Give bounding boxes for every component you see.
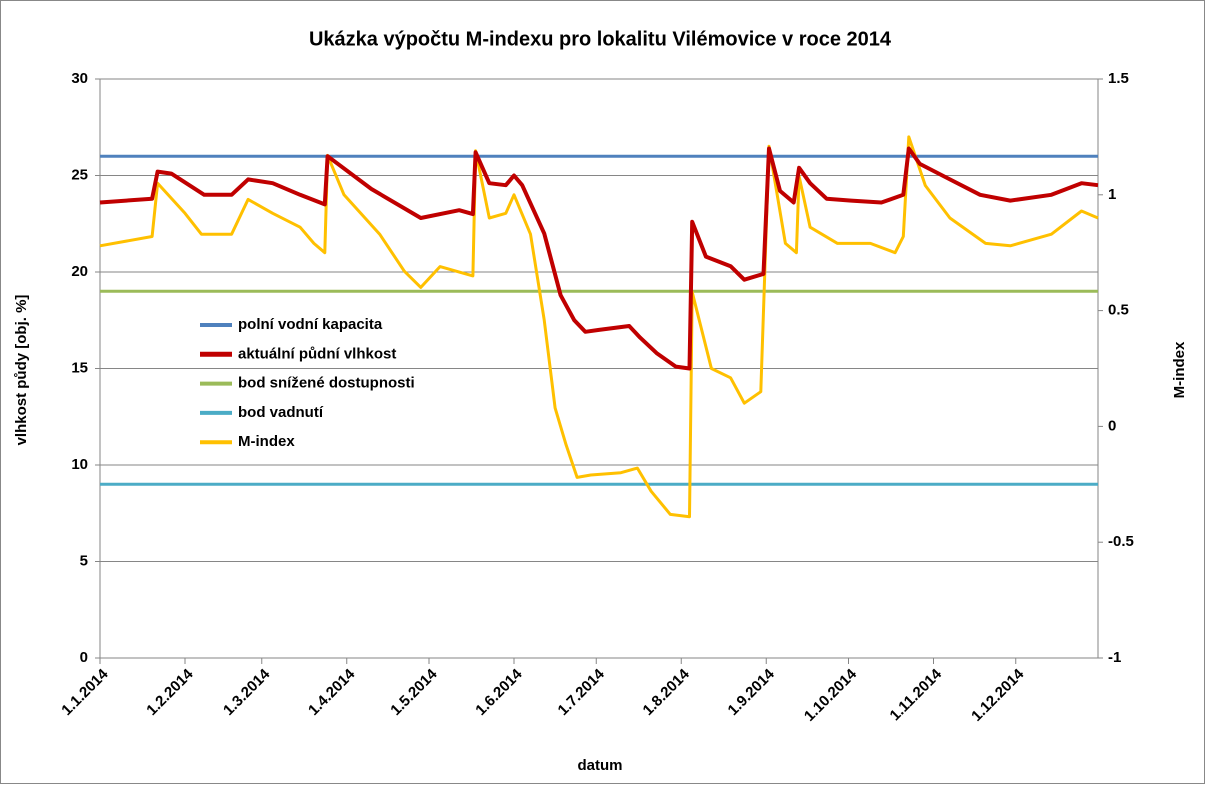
series-line [99, 135, 1099, 519]
y2-tick-label: 0 [1108, 417, 1116, 434]
y-tick-label: 10 [71, 456, 88, 473]
y-tick-label: 5 [80, 552, 88, 569]
y-tick-label: 0 [80, 649, 88, 666]
series-line [99, 146, 1099, 371]
y2-axis-label: M-index [1171, 341, 1188, 398]
legend-label: bod vadnutí [238, 404, 324, 421]
y2-tick-label: 1.5 [1108, 70, 1129, 87]
legend-label: bod snížené dostupnosti [238, 375, 415, 392]
y-axis-label: vlhkost půdy [obj. %] [13, 295, 30, 446]
y-tick-label: 20 [71, 263, 88, 280]
legend-label: aktuální půdní vlhkost [238, 345, 396, 362]
y-tick-label: 15 [71, 359, 88, 376]
y2-tick-label: -1 [1108, 649, 1121, 666]
chart-title: Ukázka výpočtu M-indexu pro lokalitu Vil… [309, 28, 892, 50]
y2-tick-label: 1 [1108, 186, 1116, 203]
y2-tick-label: -0.5 [1108, 533, 1134, 550]
y-tick-label: 25 [71, 166, 88, 183]
y2-tick-label: 0.5 [1108, 302, 1129, 319]
y-tick-label: 30 [71, 70, 88, 87]
x-axis-label: datum [578, 757, 623, 774]
legend-label: polní vodní kapacita [238, 316, 383, 333]
legend-label: M-index [238, 433, 295, 450]
